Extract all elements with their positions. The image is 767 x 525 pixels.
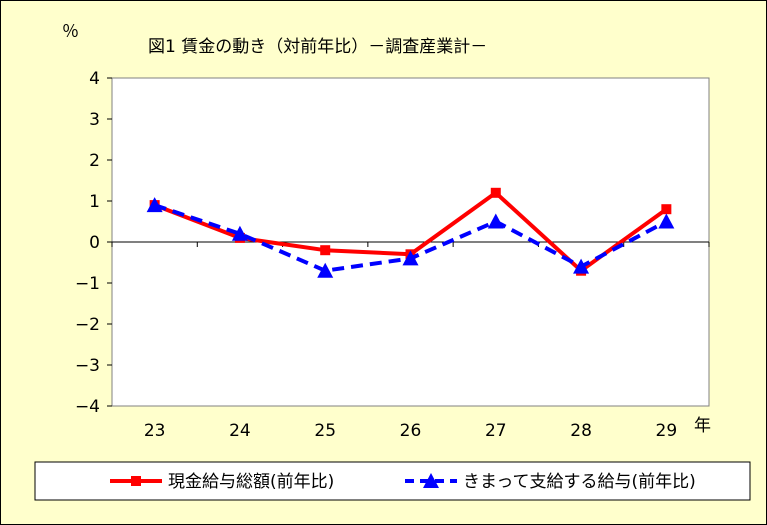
y-tick-label: 2 bbox=[89, 151, 100, 171]
y-tick-label: −4 bbox=[75, 397, 100, 417]
series-1-point bbox=[490, 187, 501, 198]
x-axis-unit: 年 bbox=[694, 416, 711, 436]
x-tick-label: 24 bbox=[229, 421, 251, 441]
chart-title: 図1 賃金の動き（対前年比）－調査産業計－ bbox=[148, 37, 487, 57]
x-tick-label: 29 bbox=[656, 421, 678, 441]
series-2-point bbox=[146, 197, 163, 213]
x-tick-label: 25 bbox=[314, 421, 336, 441]
series-2-point bbox=[573, 258, 590, 274]
series-2-point bbox=[317, 262, 334, 278]
legend-items: 現金給与総額(前年比) きまって支給する給与(前年比) bbox=[110, 472, 696, 492]
x-tick-label: 23 bbox=[144, 421, 166, 441]
series-2-point bbox=[658, 213, 675, 229]
series-2-point bbox=[231, 225, 248, 241]
y-tick-label: −1 bbox=[75, 274, 100, 294]
y-tick-label: 3 bbox=[89, 110, 100, 130]
legend-label-1: 現金給与総額(前年比) bbox=[168, 472, 334, 492]
y-tick-label: 1 bbox=[89, 192, 100, 212]
y-tick-label: 0 bbox=[89, 233, 100, 253]
x-tick-labels: 23 24 25 26 27 28 29 bbox=[144, 421, 677, 441]
y-axis-unit: ％ bbox=[62, 22, 79, 42]
y-tick-label: 4 bbox=[89, 69, 100, 89]
axis-ticks bbox=[107, 77, 710, 407]
x-tick-label: 28 bbox=[570, 421, 592, 441]
series-layer bbox=[146, 187, 675, 278]
series-2-point bbox=[402, 250, 419, 266]
series-1-point bbox=[661, 204, 672, 215]
y-tick-labels: 4 3 2 1 0 −1 −2 −3 −4 bbox=[75, 69, 100, 417]
series-2-point bbox=[487, 213, 504, 229]
legend-marker-1 bbox=[131, 476, 141, 486]
legend-marker-2 bbox=[423, 473, 439, 488]
legend-label-2: きまって支給する給与(前年比) bbox=[463, 472, 696, 492]
x-tick-label: 27 bbox=[485, 421, 507, 441]
x-tick-label: 26 bbox=[400, 421, 422, 441]
y-tick-label: −2 bbox=[75, 315, 100, 335]
series-1-point bbox=[320, 245, 331, 256]
y-tick-label: −3 bbox=[75, 356, 100, 376]
